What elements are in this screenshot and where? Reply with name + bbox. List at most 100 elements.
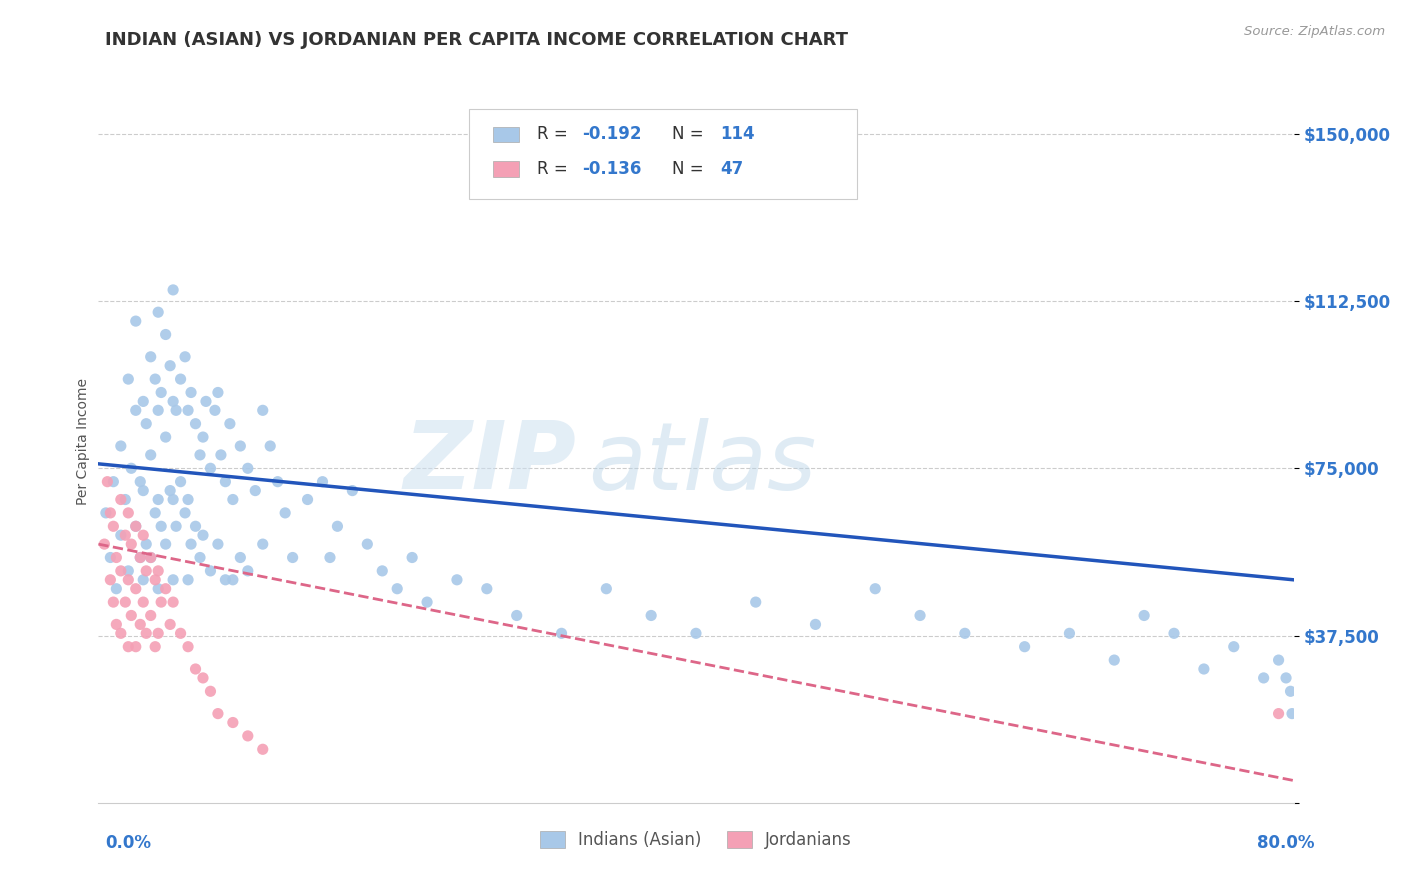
Point	[125, 582, 148, 596]
Point	[188, 448, 211, 462]
FancyBboxPatch shape	[494, 161, 519, 178]
Point	[150, 519, 173, 533]
Point	[236, 729, 259, 743]
Point	[1163, 626, 1185, 640]
Point	[155, 582, 177, 596]
Point	[117, 506, 139, 520]
Point	[252, 403, 274, 417]
Point	[195, 394, 218, 409]
Point	[222, 492, 245, 507]
Text: R =: R =	[537, 126, 574, 144]
Point	[162, 573, 184, 587]
Point	[177, 640, 200, 654]
Point	[865, 582, 887, 596]
Point	[143, 640, 166, 654]
Point	[135, 417, 157, 431]
Point	[207, 706, 229, 721]
Point	[132, 595, 155, 609]
Point	[132, 573, 155, 587]
Point	[105, 550, 128, 565]
Point	[207, 537, 229, 551]
Point	[103, 475, 125, 489]
Point	[188, 550, 211, 565]
Point	[110, 528, 132, 542]
Point	[139, 550, 162, 565]
Point	[150, 385, 173, 400]
Point	[177, 573, 200, 587]
Point	[103, 519, 125, 533]
Point	[93, 537, 115, 551]
Point	[148, 492, 170, 507]
Point	[125, 640, 148, 654]
Point	[1223, 640, 1246, 654]
Point	[162, 394, 184, 409]
Point	[150, 595, 173, 609]
Text: 47: 47	[720, 161, 744, 178]
Point	[191, 430, 214, 444]
Point	[110, 564, 132, 578]
Point	[326, 519, 349, 533]
Point	[1275, 671, 1298, 685]
Point	[252, 742, 274, 756]
Point	[129, 617, 152, 632]
Point	[1267, 706, 1289, 721]
Point	[117, 573, 139, 587]
Point	[908, 608, 931, 623]
Point	[1279, 684, 1302, 698]
Point	[148, 564, 170, 578]
Point	[162, 595, 184, 609]
Text: Source: ZipAtlas.com: Source: ZipAtlas.com	[1244, 25, 1385, 38]
Point	[169, 372, 191, 386]
Point	[98, 506, 122, 520]
Point	[120, 608, 142, 623]
Text: -0.136: -0.136	[582, 161, 641, 178]
Point	[135, 626, 157, 640]
Point	[125, 519, 148, 533]
Point	[105, 617, 128, 632]
Text: atlas: atlas	[589, 417, 817, 508]
Point	[401, 550, 423, 565]
Point	[125, 519, 148, 533]
Point	[446, 573, 468, 587]
Point	[180, 385, 202, 400]
Point	[148, 305, 170, 319]
Point	[105, 582, 128, 596]
Point	[200, 684, 222, 698]
Text: 0.0%: 0.0%	[105, 834, 152, 852]
Point	[177, 492, 200, 507]
Point	[162, 283, 184, 297]
Point	[125, 314, 148, 328]
Legend: Indians (Asian), Jordanians: Indians (Asian), Jordanians	[533, 824, 859, 856]
Point	[120, 537, 142, 551]
Point	[191, 671, 214, 685]
Point	[356, 537, 378, 551]
Point	[174, 506, 197, 520]
Point	[184, 519, 207, 533]
Point	[416, 595, 439, 609]
Point	[222, 715, 245, 730]
Text: N =: N =	[672, 126, 709, 144]
Point	[1104, 653, 1126, 667]
Point	[207, 385, 229, 400]
Point	[342, 483, 364, 498]
Point	[595, 582, 617, 596]
Point	[139, 608, 162, 623]
FancyBboxPatch shape	[470, 109, 858, 200]
Point	[506, 608, 529, 623]
Point	[184, 417, 207, 431]
Point	[685, 626, 707, 640]
Point	[640, 608, 662, 623]
Point	[139, 448, 162, 462]
Point	[148, 403, 170, 417]
Point	[745, 595, 768, 609]
Point	[297, 492, 319, 507]
Point	[129, 550, 152, 565]
Point	[125, 403, 148, 417]
Point	[162, 492, 184, 507]
Point	[135, 564, 157, 578]
Point	[132, 528, 155, 542]
Point	[214, 573, 236, 587]
Point	[139, 350, 162, 364]
Point	[1014, 640, 1036, 654]
Point	[1281, 706, 1303, 721]
